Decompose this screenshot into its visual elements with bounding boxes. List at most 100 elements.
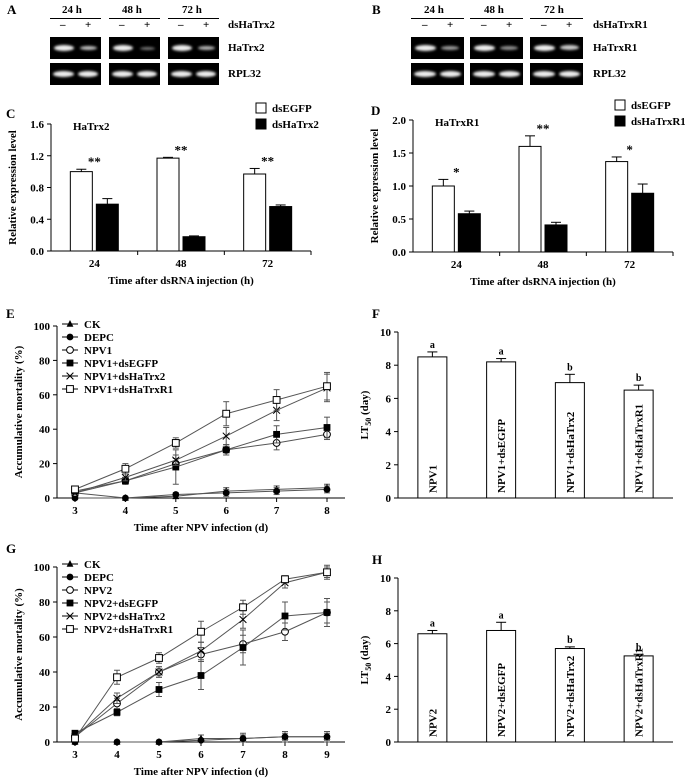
marker-dot — [323, 486, 331, 493]
significance-mark: ** — [261, 153, 274, 168]
bar — [417, 633, 448, 743]
panel-letter-e: E — [6, 306, 15, 321]
legend-label: dsHaTrxR1 — [631, 116, 685, 128]
chart-f: F 0 2 4 6 8 10 LT50 (day) a NPV1 a NPV1+dsEGFP b NPV1… — [359, 306, 673, 505]
group-letter: a — [499, 610, 504, 621]
y-tick-label: 4 — [386, 427, 392, 439]
bar-dsegfp — [431, 185, 455, 253]
x-tick-label: 3 — [72, 749, 78, 761]
gel-b-sign: – — [541, 19, 547, 31]
gel-a-image — [109, 63, 160, 85]
chart-g: G 0 20 40 60 80 100 Accumulative mortality (%) T… — [6, 541, 345, 778]
gel-a-image — [50, 37, 101, 59]
y-tick-label: 1.0 — [392, 181, 406, 193]
y-tick-label: 0.5 — [392, 214, 406, 226]
y-tick-label: 80 — [39, 597, 51, 609]
x-axis-label: Time after NPV infection (d) — [134, 766, 269, 778]
marker-square — [273, 430, 280, 438]
series-line — [74, 426, 328, 492]
gel-a-treatment: dsHaTrx2 — [228, 19, 275, 31]
marker-x — [222, 432, 230, 440]
gel-b-time-72: 72 h — [544, 4, 564, 16]
y-tick-label: 0.4 — [30, 214, 44, 226]
y-tick-label: 60 — [39, 390, 51, 402]
gel-b-treatment: dsHaTrxR1 — [593, 19, 648, 31]
marker-dot — [197, 736, 205, 744]
y-tick-label: 100 — [34, 562, 51, 574]
marker-square — [281, 612, 289, 620]
marker-open-square — [171, 439, 180, 447]
marker-x — [197, 647, 205, 655]
gel-b-sign: – — [422, 19, 428, 31]
x-tick-label: 5 — [156, 749, 162, 761]
gel-a-sign: – — [119, 19, 125, 31]
gel-a-sign: – — [178, 19, 184, 31]
gel-b-image — [411, 63, 464, 85]
gel-a-row-label: HaTrx2 — [228, 42, 265, 54]
marker-open-circle — [66, 346, 74, 354]
marker-x — [172, 456, 180, 464]
chart-gene-label: HaTrx2 — [73, 121, 110, 133]
chart-e: E 0 20 40 60 80 100 Accumulative mortality (%) T… — [6, 306, 345, 534]
y-tick-label: 8 — [386, 606, 392, 618]
x-tick-label: 3 — [72, 505, 78, 517]
marker-square — [323, 424, 331, 431]
series-line — [74, 385, 328, 490]
significance-mark: * — [453, 164, 460, 179]
gel-a-sign: + — [85, 19, 92, 31]
legend-label: NPV2 — [84, 585, 113, 597]
x-tick-label: 5 — [173, 505, 179, 517]
x-tick-label: 8 — [324, 505, 330, 517]
marker-open-square — [155, 654, 163, 662]
y-tick-label: 0.8 — [30, 183, 44, 195]
x-tick-label: 7 — [274, 505, 280, 517]
y-axis-label: Accumulative mortality (%) — [13, 588, 25, 721]
marker-open-square — [272, 396, 281, 404]
bar-label: NPV2 — [427, 708, 439, 737]
marker-x — [66, 612, 74, 620]
y-tick-label: 6 — [386, 393, 392, 405]
marker-x — [121, 473, 130, 482]
x-tick-label: 24 — [451, 259, 463, 271]
bar-dshatrx2 — [95, 203, 119, 252]
gel-b-sign: + — [566, 19, 573, 31]
y-tick-label: 100 — [34, 321, 51, 333]
legend-swatch — [255, 118, 267, 130]
bar — [623, 389, 654, 499]
legend-label: NPV2+dsHaTrxR1 — [84, 624, 173, 636]
significance-mark: ** — [175, 142, 188, 157]
gel-b-sign: + — [447, 19, 454, 31]
legend-swatch — [614, 115, 626, 127]
group-letter: b — [636, 642, 642, 653]
bar-label: NPV1+dsEGFP — [496, 419, 508, 493]
y-tick-label: 0.0 — [392, 247, 406, 259]
x-tick-label: 7 — [240, 749, 246, 761]
y-tick-label: 1.2 — [30, 151, 44, 163]
gel-b-time-48: 48 h — [484, 4, 504, 16]
legend-label: NPV1 — [84, 345, 112, 357]
bar-dshatrxr1 — [544, 224, 568, 253]
y-tick-label: 0 — [386, 493, 392, 505]
bar — [623, 655, 654, 743]
panel-letter-a: A — [7, 2, 17, 17]
series-line — [74, 433, 328, 494]
y-axis-label: Accumulative mortality (%) — [13, 345, 25, 478]
gel-a-time-72: 72 h — [182, 4, 202, 16]
marker-square — [155, 686, 163, 693]
marker-x — [113, 694, 121, 703]
x-tick-label: 6 — [223, 505, 229, 517]
y-tick-label: 0 — [386, 737, 392, 749]
legend-label: NPV1+dsHaTrxR1 — [84, 384, 173, 396]
gel-b-row-label: RPL32 — [593, 68, 626, 80]
chart-gene-label: HaTrxR1 — [435, 117, 479, 129]
bar-label: NPV1+dsHaTrx2 — [565, 411, 577, 493]
marker-square — [197, 672, 205, 679]
gel-b-image — [530, 37, 583, 59]
x-tick-label: 4 — [114, 749, 120, 761]
significance-mark: ** — [88, 154, 101, 169]
series-line — [75, 488, 328, 499]
gel-b-sign: – — [481, 19, 487, 31]
significance-mark: * — [626, 142, 633, 157]
y-tick-label: 20 — [39, 702, 51, 714]
